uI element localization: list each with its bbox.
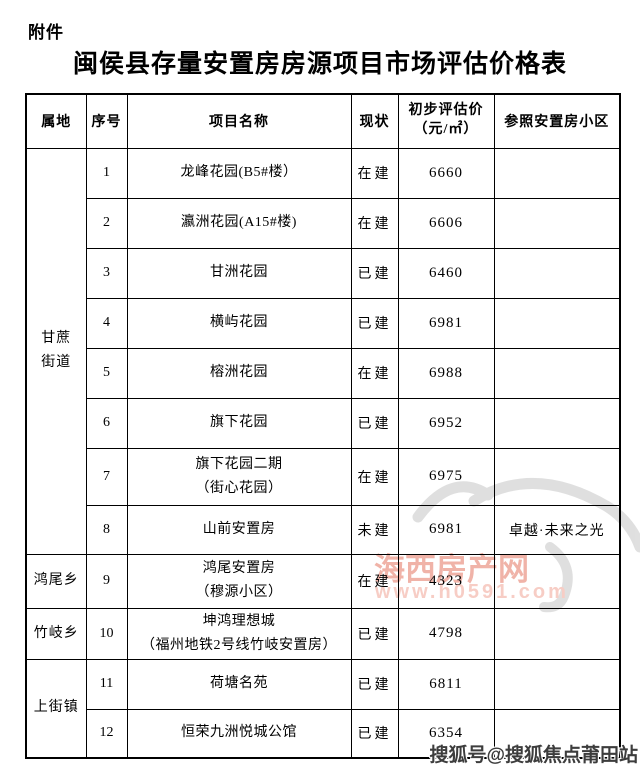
table-row: 7 旗下花园二期 （街心花园） 在建 6975 [26, 447, 621, 506]
project-cell: 横屿花园 [126, 297, 352, 349]
table-row: 12 恒荣九洲悦城公馆 已建 6354 [26, 708, 621, 759]
project-cell: 坤鸿理想城 （福州地铁2号线竹岐安置房） [126, 607, 352, 660]
status-cell: 在建 [350, 447, 399, 506]
project-cell: 恒荣九洲悦城公馆 [126, 708, 352, 759]
reference-cell [493, 447, 621, 506]
serial-cell: 11 [85, 658, 128, 710]
price-cell: 6981 [397, 504, 495, 555]
project-cell: 瀛洲花园(A15#楼) [126, 197, 352, 249]
reference-cell [493, 347, 621, 399]
serial-cell: 1 [85, 147, 128, 199]
table-row: 竹岐乡 10 坤鸿理想城 （福州地铁2号线竹岐安置房） 已建 4798 [25, 607, 621, 660]
serial-cell: 9 [85, 553, 128, 609]
status-cell: 已建 [350, 658, 399, 710]
table-row: 6 旗下花园 已建 6952 [26, 397, 621, 449]
status-cell: 已建 [350, 297, 399, 349]
status-cell: 已建 [350, 247, 399, 299]
price-cell: 6981 [397, 297, 495, 349]
price-cell: 6606 [397, 197, 495, 249]
table-row: 5 榕洲花园 在建 6988 [26, 347, 621, 399]
reference-cell: 卓越·未来之光 [493, 504, 621, 555]
serial-cell: 10 [85, 607, 128, 660]
status-cell: 未建 [350, 504, 399, 555]
price-cell: 6975 [397, 447, 495, 506]
table-row: 3 甘洲花园 已建 6460 [26, 247, 621, 299]
serial-cell: 8 [85, 504, 128, 555]
serial-cell: 6 [85, 397, 128, 449]
serial-cell: 7 [85, 447, 128, 506]
project-cell: 山前安置房 [126, 504, 352, 555]
table-row: 上街镇 11 荷塘名苑 已建 6811 [25, 658, 621, 759]
district-cell-hongwei: 鸿尾乡 [25, 553, 87, 609]
col-header-reference: 参照安置房小区 [493, 93, 621, 149]
table-row: 2 瀛洲花园(A15#楼) 在建 6606 [26, 197, 621, 249]
col-header-price-line2: （元/㎡） [413, 122, 479, 138]
price-cell: 6460 [397, 247, 495, 299]
status-cell: 已建 [350, 708, 399, 759]
serial-cell: 5 [85, 347, 128, 399]
col-header-district: 属地 [25, 93, 87, 149]
col-header-status: 现状 [350, 93, 399, 149]
status-cell: 已建 [350, 397, 399, 449]
status-cell: 在建 [350, 147, 399, 199]
project-cell: 荷塘名苑 [126, 658, 352, 710]
reference-cell [493, 397, 621, 449]
reference-cell [493, 553, 621, 609]
reference-cell [493, 607, 621, 660]
price-cell: 4323 [397, 553, 495, 609]
reference-cell [493, 658, 621, 710]
reference-cell [493, 147, 621, 199]
status-cell: 在建 [350, 197, 399, 249]
attachment-label: 附件 [28, 23, 64, 42]
table-row: 4 横屿花园 已建 6981 [26, 297, 621, 349]
table-row: 鸿尾乡 9 鸿尾安置房 （穆源小区） 在建 4323 [25, 553, 621, 609]
col-header-price-line1: 初步评估价 [408, 103, 484, 119]
sohu-stamp-watermark: 搜狐号@搜狐焦点莆田站 [429, 745, 638, 766]
price-cell: 4798 [397, 607, 495, 660]
serial-cell: 4 [85, 297, 128, 349]
page-title: 闽侯县存量安置房房源项目市场评估价格表 [72, 51, 567, 78]
serial-cell: 2 [85, 197, 128, 249]
reference-cell [493, 247, 621, 299]
status-cell: 在建 [350, 553, 399, 609]
col-header-serial: 序号 [85, 93, 128, 149]
district-cell-ganzhe: 甘蔗 街道 [25, 147, 87, 555]
project-cell: 龙峰花园(B5#楼） [126, 147, 352, 199]
reference-cell [493, 708, 621, 759]
serial-cell: 3 [85, 247, 128, 299]
district-cell-zhuqi: 竹岐乡 [25, 607, 87, 660]
price-cell: 6660 [397, 147, 495, 199]
project-cell: 旗下花园二期 （街心花园） [126, 447, 352, 506]
reference-cell [493, 197, 621, 249]
status-cell: 已建 [350, 607, 399, 660]
price-cell: 6988 [397, 347, 495, 399]
price-cell: 6811 [397, 658, 495, 710]
price-cell: 6354 [397, 708, 495, 759]
district-cell-shangjie: 上街镇 [25, 658, 87, 759]
table-header-row: 属地 序号 项目名称 现状 初步评估价 （元/㎡） 参照安置房小区 [25, 93, 621, 149]
project-cell: 旗下花园 [126, 397, 352, 449]
reference-cell [493, 297, 621, 349]
table-row: 8 山前安置房 未建 6981 卓越·未来之光 [26, 504, 621, 555]
project-cell: 榕洲花园 [126, 347, 352, 399]
price-table: 属地 序号 项目名称 现状 初步评估价 （元/㎡） 参照安置房小区 甘蔗 街道 … [25, 93, 621, 759]
table-row: 甘蔗 街道 1 龙峰花园(B5#楼） 在建 6660 [25, 147, 621, 555]
project-cell: 鸿尾安置房 （穆源小区） [126, 553, 352, 609]
col-header-price: 初步评估价 （元/㎡） [397, 93, 495, 149]
price-cell: 6952 [397, 397, 495, 449]
project-cell: 甘洲花园 [126, 247, 352, 299]
status-cell: 在建 [350, 347, 399, 399]
col-header-project: 项目名称 [126, 93, 352, 149]
serial-cell: 12 [85, 708, 128, 759]
